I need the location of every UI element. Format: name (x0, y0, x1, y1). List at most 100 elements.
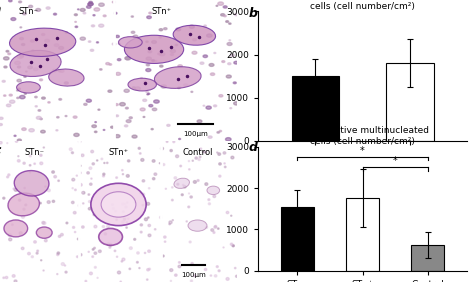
Circle shape (226, 138, 231, 141)
Circle shape (208, 203, 210, 205)
Circle shape (39, 79, 43, 81)
Circle shape (97, 277, 98, 278)
Circle shape (213, 105, 217, 107)
Circle shape (29, 172, 31, 173)
Circle shape (109, 246, 111, 248)
Ellipse shape (207, 186, 219, 195)
Circle shape (159, 52, 165, 56)
Circle shape (36, 252, 38, 254)
Circle shape (26, 71, 27, 72)
Circle shape (17, 90, 18, 91)
Circle shape (178, 265, 181, 268)
Circle shape (218, 228, 219, 229)
Circle shape (89, 1, 92, 3)
Circle shape (216, 266, 219, 268)
Title: TRAP-positive multinucleated
cells (cell number/cm²): TRAP-positive multinucleated cells (cell… (296, 0, 429, 10)
Circle shape (36, 116, 41, 119)
Circle shape (175, 155, 179, 158)
Circle shape (191, 280, 192, 282)
Circle shape (80, 165, 81, 166)
Text: *: * (393, 157, 398, 166)
Circle shape (200, 148, 201, 149)
Circle shape (125, 125, 128, 127)
Circle shape (18, 199, 21, 201)
Circle shape (111, 204, 113, 206)
Circle shape (92, 125, 96, 127)
Circle shape (151, 129, 153, 130)
Circle shape (56, 254, 59, 255)
Circle shape (82, 192, 83, 193)
Circle shape (28, 5, 33, 8)
Circle shape (123, 218, 126, 220)
Circle shape (142, 204, 144, 206)
Circle shape (164, 236, 166, 238)
Circle shape (181, 194, 183, 196)
Circle shape (229, 40, 230, 41)
Circle shape (215, 225, 217, 227)
Circle shape (35, 106, 37, 107)
Circle shape (42, 34, 45, 36)
Circle shape (65, 271, 67, 273)
Circle shape (173, 141, 175, 143)
Circle shape (3, 197, 5, 199)
Circle shape (230, 243, 233, 245)
Circle shape (46, 7, 50, 9)
Ellipse shape (91, 183, 146, 226)
Circle shape (43, 222, 46, 224)
Circle shape (74, 133, 79, 136)
Circle shape (116, 177, 118, 179)
Circle shape (158, 53, 161, 55)
Circle shape (69, 148, 72, 151)
Circle shape (214, 275, 217, 277)
Circle shape (234, 61, 238, 64)
Circle shape (116, 115, 118, 117)
Circle shape (126, 175, 129, 177)
Circle shape (164, 28, 167, 30)
Circle shape (122, 221, 124, 223)
Ellipse shape (8, 193, 39, 216)
Bar (292, 76, 339, 141)
Text: c: c (0, 144, 1, 157)
Text: 100μm: 100μm (183, 131, 208, 137)
Circle shape (227, 43, 232, 45)
Circle shape (35, 96, 37, 98)
Ellipse shape (49, 69, 84, 86)
Circle shape (179, 138, 181, 140)
Circle shape (178, 87, 181, 89)
Circle shape (223, 247, 224, 248)
Text: d: d (249, 141, 258, 154)
Circle shape (232, 245, 234, 247)
Circle shape (36, 8, 41, 11)
Circle shape (93, 213, 95, 216)
Circle shape (18, 88, 20, 90)
Circle shape (219, 95, 223, 97)
Circle shape (57, 116, 59, 118)
Text: b: b (249, 7, 258, 20)
Circle shape (93, 15, 95, 16)
Circle shape (164, 241, 166, 242)
Circle shape (192, 160, 193, 161)
Circle shape (211, 229, 214, 231)
Circle shape (170, 280, 172, 281)
Circle shape (58, 70, 61, 72)
Circle shape (24, 93, 27, 94)
Circle shape (20, 27, 22, 28)
Circle shape (43, 270, 44, 271)
Circle shape (137, 261, 138, 263)
Circle shape (174, 274, 177, 276)
Circle shape (27, 252, 30, 255)
Circle shape (85, 280, 87, 282)
Circle shape (169, 221, 172, 224)
Circle shape (11, 224, 13, 225)
Circle shape (66, 222, 68, 224)
Bar (346, 198, 379, 271)
Circle shape (21, 43, 25, 45)
Circle shape (167, 124, 170, 126)
Circle shape (142, 193, 145, 196)
Circle shape (78, 9, 79, 10)
Ellipse shape (101, 192, 136, 217)
Circle shape (98, 109, 100, 110)
Circle shape (176, 28, 181, 31)
Circle shape (17, 97, 19, 99)
Circle shape (133, 35, 138, 38)
